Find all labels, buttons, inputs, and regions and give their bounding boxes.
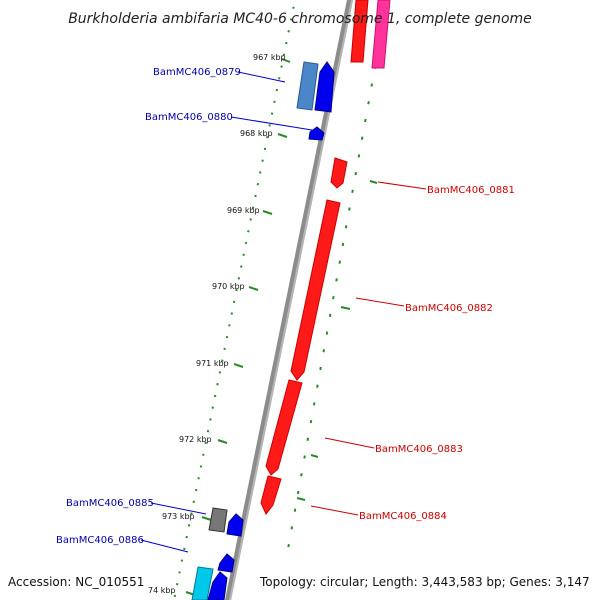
gene-label-0884[interactable]: BamMC406_0884: [359, 511, 447, 522]
kbp-label-970: 970 kbp: [212, 282, 245, 291]
kbp-label-967: 967 kbp: [253, 53, 286, 62]
gene-label-0885[interactable]: BamMC406_0885: [66, 498, 154, 509]
gene-arrow-0881[interactable]: [330, 157, 348, 189]
kbp-label-969: 969 kbp: [227, 206, 260, 215]
gene-arrow-0883[interactable]: [265, 379, 303, 476]
gene-block-0885-gray[interactable]: [208, 507, 228, 533]
gene-arrow-0879[interactable]: [314, 61, 335, 113]
kbp-label-971: 971 kbp: [196, 359, 229, 368]
map-title: Burkholderia ambifaria MC40-6 chromosome…: [68, 11, 532, 27]
gene-label-0879[interactable]: BamMC406_0879: [153, 67, 241, 78]
kbp-label-974: 74 kbp: [148, 586, 176, 595]
gene-arrow-top-red[interactable]: [350, 0, 369, 63]
topology-text: Topology: circular; Length: 3,443,583 bp…: [259, 575, 590, 589]
gene-arrow-0885[interactable]: [226, 513, 244, 537]
gene-arrow-0886-top[interactable]: [217, 553, 235, 573]
gene-label-0880[interactable]: BamMC406_0880: [145, 112, 233, 123]
gene-label-0881[interactable]: BamMC406_0881: [427, 185, 515, 196]
accession-text: Accession: NC_010551: [8, 575, 144, 589]
gene-label-0886[interactable]: BamMC406_0886: [56, 535, 144, 546]
gene-arrow-top-pink[interactable]: [371, 0, 391, 69]
gene-block-0886-cyan[interactable]: [191, 566, 214, 600]
inner-tick-track: [173, 0, 297, 600]
label-leader-lines: [140, 71, 427, 553]
gene-block-0879-steel[interactable]: [296, 61, 319, 111]
gene-arrow-0884[interactable]: [260, 475, 282, 515]
gene-arrow-0886[interactable]: [207, 571, 228, 600]
gene-label-0882[interactable]: BamMC406_0882: [405, 303, 493, 314]
kbp-label-973: 973 kbp: [162, 512, 195, 521]
major-ticks: [185, 58, 378, 596]
kbp-label-968: 968 kbp: [240, 129, 273, 138]
gene-label-0883[interactable]: BamMC406_0883: [375, 444, 463, 455]
kbp-label-972: 972 kbp: [179, 435, 212, 444]
gene-arrow-0880[interactable]: [308, 126, 325, 141]
gene-arrow-0882[interactable]: [290, 199, 341, 381]
